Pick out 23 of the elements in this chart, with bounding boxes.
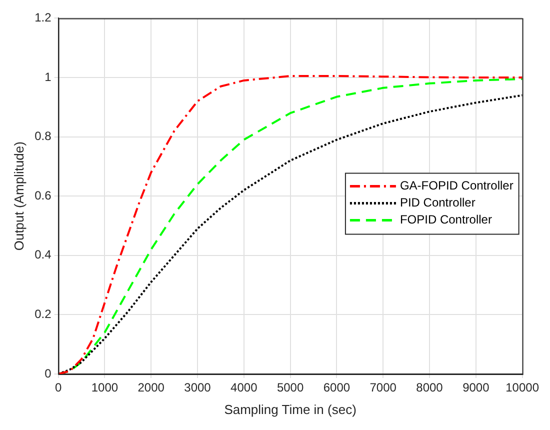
legend-label: PID Controller <box>400 196 476 210</box>
x-axis-title: Sampling Time in (sec) <box>224 402 356 417</box>
x-tick-label: 5000 <box>276 380 304 395</box>
y-tick-label: 0.6 <box>34 188 52 202</box>
legend-label: GA-FOPID Controller <box>400 178 514 193</box>
x-tick-label: 3000 <box>184 380 212 395</box>
x-tick-label: 0 <box>54 380 62 395</box>
x-tick-label: 6000 <box>323 380 350 395</box>
y-tick-label: 0.8 <box>34 129 52 144</box>
x-tick-label: 8000 <box>416 380 444 395</box>
y-tick-label: 1.2 <box>34 10 52 25</box>
y-tick-label: 0.4 <box>34 248 52 262</box>
y-axis-title: Output (Amplitude) <box>11 142 26 251</box>
x-tick-label: 4000 <box>230 380 258 395</box>
x-tick-label: 9000 <box>462 380 490 395</box>
x-tick-label: 7000 <box>370 380 397 395</box>
x-tick-label: 2000 <box>138 380 165 395</box>
x-tick-label: 10000 <box>506 380 540 395</box>
y-tick-label: 0.2 <box>34 307 52 322</box>
y-tick-label: 0 <box>44 366 52 380</box>
y-tick-label: 1 <box>44 70 52 84</box>
x-tick-label: 1000 <box>91 380 118 395</box>
legend-label: FOPID Controller <box>400 212 492 227</box>
